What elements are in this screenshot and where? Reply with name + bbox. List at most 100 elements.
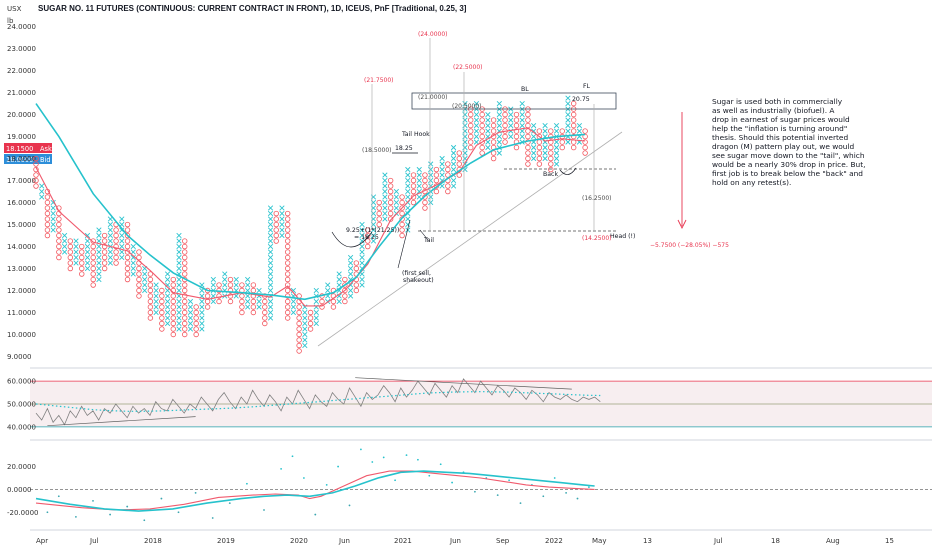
time-label-15: 15: [885, 537, 894, 545]
pnf-x-box: [164, 309, 171, 316]
pnf-x-box: [50, 205, 56, 211]
pnf-x-box: [96, 243, 102, 250]
pnf-x-box: [279, 216, 285, 222]
pnf-x-box: [267, 243, 274, 250]
pnf-o-box: [536, 150, 543, 156]
pnf-x-box: [473, 122, 480, 129]
pnf-x-box: [39, 188, 45, 195]
pnf-x-box: [565, 122, 571, 129]
pnf-o-box: [387, 194, 394, 200]
time-label-1: Jul: [89, 537, 99, 545]
pnf-o-box: [399, 221, 405, 228]
pnf-o-box: [227, 293, 234, 299]
pnf-o-box: [67, 254, 74, 261]
target-20500-label: (20.5000): [452, 103, 482, 110]
time-label-0: Apr: [36, 537, 48, 545]
pnf-x-box: [405, 183, 411, 189]
pnf-o-box: [525, 161, 531, 167]
pnf-o-box: [262, 320, 268, 327]
pnf-x-box: [153, 293, 159, 299]
pnf-x-box: [416, 166, 422, 173]
pnf-x-box: [176, 304, 182, 310]
pnf-x-box: [462, 150, 468, 156]
pnf-o-box: [147, 309, 154, 316]
pnf-x-box: [164, 271, 171, 277]
pnf-x-box: [267, 232, 274, 239]
pnf-o-box: [422, 183, 428, 189]
pnf-o-box: [353, 260, 360, 266]
pnf-x-box: [336, 271, 342, 277]
oscillator-trendline: [355, 377, 572, 390]
pnf-o-box: [170, 276, 176, 283]
pnf-x-box: [267, 309, 274, 316]
pnf-o-box: [399, 199, 405, 206]
momentum-dot: [228, 502, 231, 505]
pnf-o-box: [284, 265, 291, 272]
pnf-x-box: [485, 139, 491, 145]
pnf-o-box: [559, 139, 565, 145]
pnf-o-box: [582, 139, 588, 145]
pnf-x-box: [153, 287, 159, 294]
pnf-o-box: [170, 331, 176, 338]
momentum-line-a: [35, 470, 595, 511]
annotations-layer: Tail Hook 18.25 9.25+(1*(21.25)) = 18.25…: [317, 31, 729, 347]
pnf-o-box: [399, 210, 405, 217]
pnf-x-box: [199, 304, 205, 310]
pnf-o-box: [170, 326, 176, 332]
pnf-x-box: [267, 254, 274, 261]
pnf-x-box: [393, 205, 399, 211]
pnf-o-box: [33, 172, 39, 178]
pnf-x-box: [107, 249, 113, 255]
pnf-x-box: [176, 249, 182, 255]
time-label-3: 2019: [217, 537, 235, 545]
price-tick-label: 20.0000: [7, 111, 36, 119]
pnf-o-box: [216, 293, 222, 299]
pnf-o-box: [307, 326, 314, 332]
pnf-x-box: [313, 287, 319, 294]
pnf-x-box: [508, 133, 514, 140]
pnf-x-box: [462, 128, 468, 134]
pnf-x-box: [222, 282, 228, 288]
pnf-o-box: [399, 216, 405, 222]
pnf-o-box: [570, 122, 577, 129]
pnf-x-box: [119, 254, 125, 261]
pnf-o-box: [182, 326, 188, 332]
pnf-x-box: [107, 232, 113, 239]
pnf-x-box: [439, 155, 445, 162]
pnf-x-box: [84, 254, 91, 261]
pnf-o-box: [159, 320, 165, 327]
pnf-o-box: [182, 243, 188, 250]
pnf-o-box: [284, 260, 291, 266]
drop-arrow-head-icon: [677, 219, 687, 230]
pnf-x-box: [336, 293, 342, 299]
pnf-x-box: [531, 133, 537, 140]
pnf-o-box: [479, 133, 485, 140]
pnf-x-box: [130, 260, 136, 266]
pnf-x-box: [485, 144, 491, 151]
pnf-x-box: [542, 144, 548, 151]
pnf-o-box: [159, 326, 165, 332]
momentum-dot: [303, 477, 305, 479]
note-line-1: Sugar is used both in commercially: [712, 97, 843, 106]
pnf-o-box: [513, 133, 520, 140]
pnf-o-box: [284, 304, 291, 310]
pnf-o-box: [284, 221, 291, 228]
pnf-x-box: [462, 133, 468, 140]
pnf-o-box: [182, 287, 188, 294]
momentum-dot: [143, 519, 146, 522]
pnf-x-box: [267, 265, 274, 272]
pnf-x-box: [313, 309, 319, 316]
target-move-label: −5.7500 (−28.05%) −575: [650, 242, 729, 249]
pnf-o-box: [559, 144, 565, 151]
pnf-x-box: [359, 249, 365, 255]
price-tick-label: 16.0000: [7, 199, 36, 207]
pnf-o-box: [136, 271, 142, 277]
note-line-9: first job is to break below the "back" a…: [712, 169, 863, 178]
chart-title: SUGAR NO. 11 FUTURES (CONTINUOUS: CURREN…: [38, 4, 467, 13]
pnf-o-box: [79, 271, 85, 277]
pnf-o-box: [387, 216, 394, 222]
pnf-o-box: [570, 100, 577, 107]
pnf-o-box: [124, 221, 131, 228]
